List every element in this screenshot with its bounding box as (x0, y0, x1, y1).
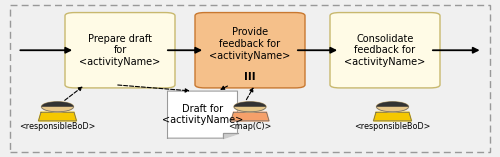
Circle shape (376, 102, 408, 112)
Polygon shape (234, 102, 266, 107)
Text: Prepare draft
for
<activityName>: Prepare draft for <activityName> (80, 34, 160, 67)
Text: III: III (244, 72, 256, 82)
Circle shape (234, 102, 266, 112)
Polygon shape (376, 102, 408, 107)
Polygon shape (374, 112, 412, 121)
Text: <responsibleBoD>: <responsibleBoD> (20, 122, 96, 131)
Text: <responsibleBoD>: <responsibleBoD> (354, 122, 430, 131)
FancyBboxPatch shape (195, 13, 305, 88)
Polygon shape (231, 112, 269, 121)
Text: <map(C)>: <map(C)> (228, 122, 272, 131)
Text: Provide
feedback for
<activityName>: Provide feedback for <activityName> (210, 27, 290, 61)
Text: Draft for
<activityName>: Draft for <activityName> (162, 104, 243, 125)
Circle shape (42, 102, 74, 112)
FancyBboxPatch shape (65, 13, 175, 88)
FancyBboxPatch shape (330, 13, 440, 88)
Polygon shape (222, 133, 238, 138)
Text: Consolidate
feedback for
<activityName>: Consolidate feedback for <activityName> (344, 34, 426, 67)
Polygon shape (38, 112, 76, 121)
Polygon shape (168, 91, 238, 138)
Polygon shape (42, 102, 74, 107)
